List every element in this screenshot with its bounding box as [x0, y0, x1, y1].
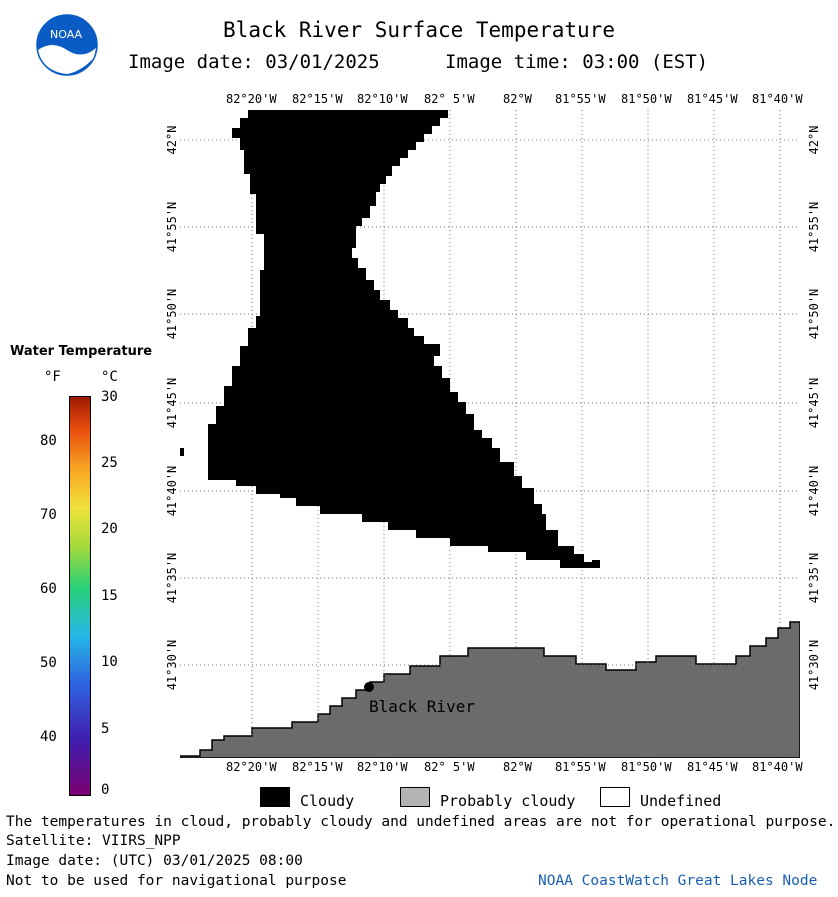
lat-tick: 41°40'N: [165, 465, 179, 517]
lon-tick: 82° 5'W: [424, 760, 475, 774]
c-tick: 15: [101, 588, 118, 604]
credit: NOAA CoastWatch Great Lakes Node: [538, 873, 818, 889]
probably-cloudy-swatch: [400, 787, 430, 807]
lat-tick: 41°50'N: [807, 288, 821, 340]
logo-text: NOAA: [50, 28, 83, 41]
lon-tick: 82°W: [503, 760, 532, 774]
lon-tick: 81°55'W: [555, 92, 606, 106]
lat-tick: 42°N: [165, 125, 179, 155]
f-tick: 60: [40, 581, 57, 597]
lat-tick: 41°45'N: [165, 377, 179, 429]
utc-date: Image date: (UTC) 03/01/2025 08:00: [6, 853, 303, 869]
lat-tick: 41°55'N: [165, 201, 179, 253]
lat-tick: 41°40'N: [807, 465, 821, 517]
lon-tick: 82° 5'W: [424, 92, 475, 106]
lat-tick: 41°30'N: [165, 639, 179, 691]
lon-tick: 82°W: [503, 92, 532, 106]
nav-warning: Not to be used for navigational purpose: [6, 873, 347, 889]
lat-tick: 41°55'N: [807, 201, 821, 253]
f-tick: 70: [40, 507, 57, 523]
undefined-label: Undefined: [640, 792, 722, 810]
temperature-color-bar: [69, 396, 91, 796]
undefined-swatch: [600, 787, 630, 807]
lat-tick: 41°50'N: [165, 288, 179, 340]
lon-tick: 82°15'W: [292, 92, 343, 106]
station-label: Black River: [369, 697, 475, 716]
unit-c: °C: [101, 369, 118, 385]
lat-tick: 41°35'N: [165, 552, 179, 604]
f-tick: 40: [40, 729, 57, 745]
lon-tick: 81°50'W: [621, 760, 672, 774]
map-frame: Black River: [179, 110, 801, 759]
c-tick: 5: [101, 721, 110, 737]
lon-tick: 81°45'W: [687, 760, 738, 774]
satellite: Satellite: VIIRS_NPP: [6, 833, 181, 849]
image-time: Image time: 03:00 (EST): [445, 51, 709, 73]
lon-tick: 81°40'W: [752, 760, 803, 774]
c-tick: 0: [101, 782, 110, 798]
land-area: [179, 621, 801, 759]
disclaimer: The temperatures in cloud, probably clou…: [6, 814, 836, 830]
lon-tick: 82°20'W: [226, 92, 277, 106]
map-title: Black River Surface Temperature: [223, 18, 615, 42]
scale-title: Water Temperature: [10, 344, 153, 359]
c-tick: 25: [101, 455, 118, 471]
noaa-logo: NOAA: [36, 14, 98, 76]
lon-tick: 82°10'W: [357, 92, 408, 106]
c-tick: 10: [101, 654, 118, 670]
lon-tick: 82°20'W: [226, 760, 277, 774]
black-river-marker: [364, 682, 374, 692]
probably-cloudy-label: Probably cloudy: [440, 792, 576, 810]
unit-f: °F: [44, 369, 61, 385]
c-tick: 20: [101, 521, 118, 537]
lat-tick: 41°35'N: [807, 552, 821, 604]
lat-tick: 41°45'N: [807, 377, 821, 429]
graticule: [180, 110, 800, 758]
lon-tick: 82°15'W: [292, 760, 343, 774]
f-tick: 80: [40, 433, 57, 449]
cloudy-swatch: [260, 787, 290, 807]
lon-tick: 82°10'W: [357, 760, 408, 774]
cloudy-label: Cloudy: [300, 792, 355, 810]
lon-tick: 81°50'W: [621, 92, 672, 106]
lon-tick: 81°45'W: [687, 92, 738, 106]
lat-tick: 42°N: [807, 125, 821, 155]
lon-tick: 81°55'W: [555, 760, 606, 774]
lat-tick: 41°30'N: [807, 639, 821, 691]
image-date: Image date: 03/01/2025: [128, 51, 380, 73]
lon-tick: 81°40'W: [752, 92, 803, 106]
f-tick: 50: [40, 655, 57, 671]
cloud-area: [208, 110, 592, 568]
c-tick: 30: [101, 389, 118, 405]
